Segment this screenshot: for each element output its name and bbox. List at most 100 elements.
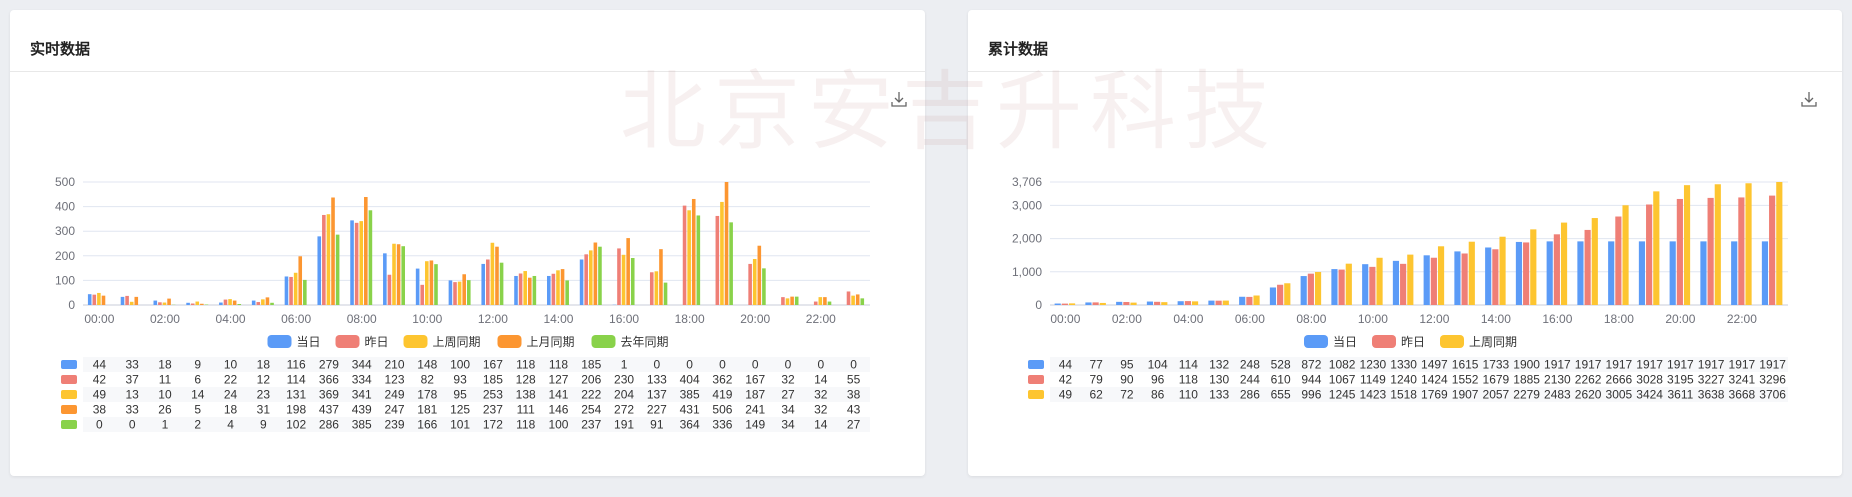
data-label: 366 [319,373,339,387]
y-tick-label: 500 [55,175,75,189]
data-label: 227 [647,403,667,417]
data-label: 38 [847,388,861,402]
data-label: 132 [1209,358,1229,372]
bar-当日 [1146,301,1154,305]
x-tick-label: 16:00 [1542,312,1572,326]
data-label: 62 [1089,388,1103,402]
x-tick-label: 12:00 [1419,312,1449,326]
bar-当日 [1608,241,1615,305]
bar-去年同期 [303,279,307,305]
bar-上周同期 [1222,300,1229,305]
bar-昨日 [1523,242,1530,305]
bar-上周同期 [1407,254,1414,305]
data-label: 1497 [1421,358,1448,372]
legend-swatch [403,335,428,348]
data-label: 1 [162,418,169,432]
bar-上月同期 [364,197,368,305]
divider [968,71,1842,72]
data-label: 13 [126,388,140,402]
data-label: 1917 [1575,358,1602,372]
bar-上周同期 [261,299,265,305]
data-label: 1423 [1360,388,1387,402]
bar-去年同期 [794,296,799,305]
legend-swatch [591,335,616,348]
bar-上月同期 [462,274,466,305]
data-label: 44 [93,358,107,372]
data-label: 24 [224,388,238,402]
bar-上周同期 [523,271,527,305]
bar-昨日 [1676,198,1683,305]
data-label: 128 [516,373,536,387]
data-label: 167 [745,373,765,387]
data-label: 253 [483,388,503,402]
bar-去年同期 [335,234,340,305]
x-tick-label: 08:00 [1296,312,1326,326]
bar-当日 [1577,241,1584,305]
bar-上周同期 [1099,302,1106,305]
data-label: 1 [621,358,628,372]
bar-上周同期 [1253,295,1260,305]
bar-当日 [1638,241,1646,305]
bar-当日 [383,253,387,305]
data-label: 116 [287,358,306,372]
y-tick-label: 0 [1035,298,1042,312]
bar-当日 [481,263,486,305]
y-tick-label: 400 [55,200,75,214]
bar-当日 [1669,241,1676,305]
legend-label: 上周同期 [433,335,481,349]
data-label: 33 [126,403,140,417]
bar-昨日 [617,248,621,305]
bar-去年同期 [696,215,701,305]
data-label: 14 [814,373,828,387]
bar-上周同期 [457,281,462,305]
data-label: 404 [680,373,700,387]
data-label: 185 [483,373,503,387]
bar-上周同期 [293,272,298,305]
y-tick-label: 3,000 [1012,198,1042,212]
bar-上周同期 [720,201,724,305]
bar-当日 [579,259,584,305]
data-label: 42 [1059,373,1073,387]
bar-昨日 [190,303,195,305]
data-label: 241 [745,403,765,417]
data-label: 172 [483,418,503,432]
data-label: 1230 [1360,358,1387,372]
bar-上周同期 [785,298,790,305]
data-label: 114 [287,373,306,387]
bar-当日 [1331,269,1338,305]
data-label: 4 [227,418,234,432]
bar-上月同期 [134,296,139,305]
download-icon[interactable] [890,90,908,108]
data-label: 1424 [1421,373,1448,387]
data-label: 100 [450,358,470,372]
data-label: 286 [1240,388,1260,402]
data-label: 178 [417,388,437,402]
data-label: 1518 [1390,388,1417,402]
data-label: 3227 [1698,373,1725,387]
bar-上周同期 [1161,302,1168,305]
value-row-swatch [61,420,77,429]
data-label: 362 [712,373,732,387]
bar-去年同期 [762,268,766,305]
y-tick-label: 100 [55,273,75,287]
bar-昨日 [92,294,97,305]
data-label: 18 [224,403,238,417]
data-label: 149 [745,418,765,432]
bar-当日 [1392,260,1400,305]
data-label: 506 [712,403,732,417]
download-icon[interactable] [1800,90,1818,108]
data-label: 341 [352,388,372,402]
bar-当日 [1423,255,1430,305]
bar-昨日 [1277,284,1284,305]
data-label: 181 [417,403,437,417]
data-label: 3668 [1729,388,1756,402]
data-label: 118 [516,358,535,372]
data-label: 123 [385,373,405,387]
bar-当日 [1454,251,1461,305]
bar-上周同期 [1130,302,1137,305]
data-label: 439 [352,403,372,417]
data-label: 23 [257,388,271,402]
data-label: 369 [319,388,339,402]
data-label: 187 [745,388,765,402]
bar-上周同期 [1314,271,1322,305]
